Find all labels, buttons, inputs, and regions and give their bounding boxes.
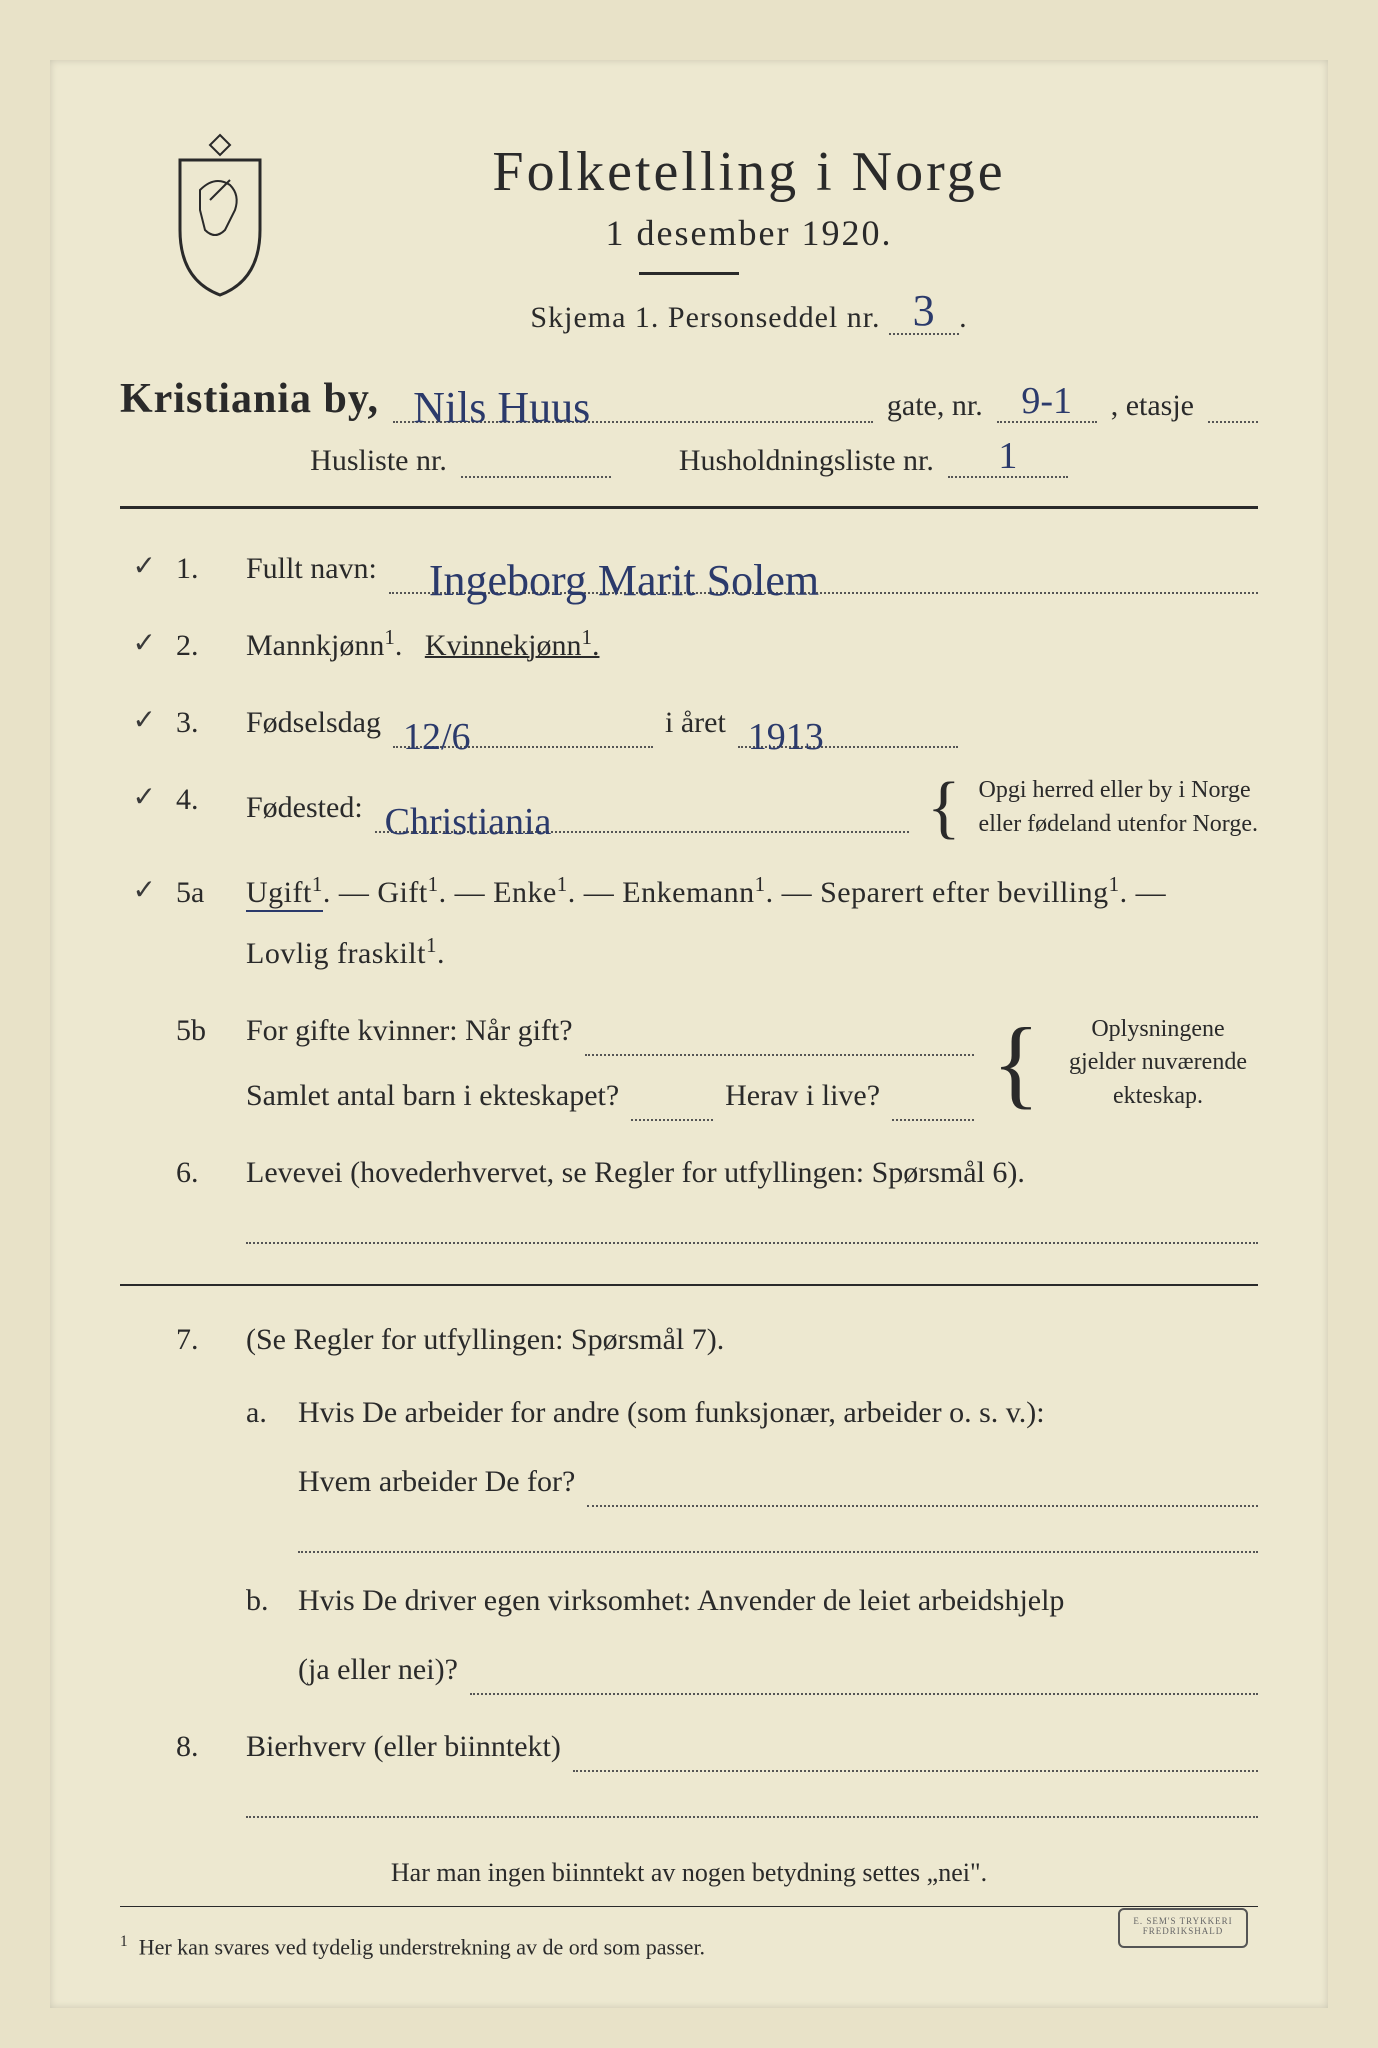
q2-opt-male[interactable]: Mannkjønn1. [246, 629, 402, 662]
check-mark: ✓ [120, 543, 156, 591]
q6-text: Levevei (hovederhvervet, se Regler for u… [246, 1156, 1025, 1189]
divider [120, 506, 1258, 509]
q-number: 1. [176, 543, 226, 594]
form-title: Folketelling i Norge [240, 140, 1258, 204]
street-field[interactable]: Nils Huus [393, 383, 873, 423]
q7-intro: (Se Regler for utfyllingen: Spørsmål 7). [246, 1314, 1258, 1365]
q-number: 4. [176, 774, 226, 825]
opt-separert[interactable]: Separert efter bevilling1 [820, 876, 1120, 909]
etasje-label: , etasje [1111, 389, 1194, 423]
q5b-line2a: Samlet antal barn i ekteskapet? [246, 1070, 619, 1121]
street-value: Nils Huus [413, 390, 590, 425]
hushold-nr: 1 [998, 441, 1017, 471]
q8-label: Bierhverv (eller biinntekt) [246, 1721, 561, 1772]
secondary-occupation-field[interactable] [573, 1736, 1258, 1772]
check-mark: ✓ [120, 774, 156, 822]
birthyear-field[interactable]: 1913 [738, 712, 958, 748]
q7a-text1: Hvis De arbeider for andre (som funksjon… [298, 1387, 1045, 1438]
divider [120, 1906, 1258, 1907]
q7b-text2: (ja eller nei)? [298, 1644, 458, 1695]
brace-icon: { [992, 1018, 1040, 1108]
hired-help-field[interactable] [470, 1659, 1258, 1695]
q1-label: Fullt navn: [246, 543, 377, 594]
husliste-field[interactable] [461, 442, 611, 478]
secondary-occupation-field-2[interactable] [246, 1786, 1258, 1818]
divider [639, 272, 739, 275]
q4-note: Opgi herred eller by i Norge eller fødel… [979, 774, 1258, 841]
q-number: 2. [176, 620, 226, 671]
coat-of-arms-icon [160, 130, 280, 300]
skjema-line: Skjema 1. Personseddel nr. 3 . [240, 293, 1258, 335]
employer-field[interactable] [587, 1471, 1258, 1507]
question-1: ✓ 1. Fullt navn: Ingeborg Marit Solem [120, 543, 1258, 594]
children-total-field[interactable] [631, 1085, 713, 1121]
birthday-value: 12/6 [403, 722, 471, 752]
gate-nr-field[interactable]: 9-1 [997, 386, 1097, 423]
q2-opt-female[interactable]: Kvinnekjønn1. [425, 629, 600, 662]
occupation-field[interactable] [246, 1212, 1258, 1244]
brace-icon: { [927, 776, 961, 839]
question-5a: ✓ 5a Ugift1. — Gift1. — Enke1. — Enkeman… [120, 867, 1258, 979]
opt-ugift[interactable]: Ugift1 [246, 876, 323, 912]
q3-label: Fødselsdag [246, 697, 381, 748]
birthplace-value: Christiania [385, 807, 552, 837]
q7b-text1: Hvis De driver egen virksomhet: Anvender… [298, 1575, 1064, 1626]
question-2: ✓ 2. Mannkjønn1. Kvinnekjønn1. [120, 620, 1258, 671]
footnote: 1 Her kan svares ved tydelig understrekn… [120, 1933, 1258, 1960]
divider [120, 1284, 1258, 1286]
gate-label: gate, nr. [887, 389, 983, 423]
liste-row: Husliste nr. Husholdningsliste nr. 1 [120, 441, 1258, 478]
q7a-label: a. [246, 1387, 286, 1438]
q-number: 7. [176, 1314, 226, 1365]
bottom-note: Har man ingen biinntekt av nogen betydni… [120, 1858, 1258, 1888]
employer-field-2[interactable] [298, 1521, 1258, 1553]
opt-enke[interactable]: Enke1 [493, 876, 568, 909]
printer-stamp: E. SEM'S TRYKKERI FREDRIKSHALD [1118, 1908, 1248, 1948]
location-row: Kristiania by, Nils Huus gate, nr. 9-1 ,… [120, 375, 1258, 423]
skjema-label: Skjema 1. Personseddel nr. [530, 301, 880, 334]
question-3: ✓ 3. Fødselsdag 12/6 i året 1913 [120, 697, 1258, 748]
question-5b: 5b For gifte kvinner: Når gift? Samlet a… [120, 1005, 1258, 1121]
fullname-value: Ingeborg Marit Solem [429, 563, 819, 598]
q3-year-label: i året [665, 697, 726, 748]
q5b-line2b: Herav i live? [725, 1070, 880, 1121]
q5b-line1: For gifte kvinner: Når gift? [246, 1005, 573, 1056]
q7b-label: b. [246, 1575, 286, 1626]
check-mark: ✓ [120, 867, 156, 915]
fullname-field[interactable]: Ingeborg Marit Solem [389, 558, 1258, 594]
check-mark: ✓ [120, 620, 156, 668]
husliste-label: Husliste nr. [310, 444, 447, 478]
q4-label: Fødested: [246, 782, 363, 833]
gate-nr: 9-1 [1021, 386, 1072, 416]
city-label: Kristiania by, [120, 375, 379, 423]
question-7: 7. (Se Regler for utfyllingen: Spørsmål … [120, 1314, 1258, 1695]
check-mark: ✓ [120, 697, 156, 745]
q-number: 6. [176, 1147, 226, 1198]
marriage-year-field[interactable] [585, 1020, 974, 1056]
census-form-page: Folketelling i Norge 1 desember 1920. Sk… [50, 60, 1328, 2008]
birthplace-field[interactable]: Christiania [375, 797, 909, 833]
children-alive-field[interactable] [892, 1085, 974, 1121]
q-number: 3. [176, 697, 226, 748]
opt-enkemann[interactable]: Enkemann1 [622, 876, 765, 909]
hushold-label: Husholdningsliste nr. [679, 444, 934, 478]
opt-fraskilt[interactable]: Lovlig fraskilt1 [246, 937, 437, 970]
question-6: 6. Levevei (hovederhvervet, se Regler fo… [120, 1147, 1258, 1258]
q-number: 8. [176, 1721, 226, 1772]
opt-gift[interactable]: Gift1 [377, 876, 438, 909]
q-number: 5a [176, 867, 226, 918]
q5b-note: Oplysningene gjelder nuværende ekteskap. [1058, 1013, 1258, 1114]
personseddel-nr-field[interactable]: 3 [889, 293, 959, 335]
personseddel-nr: 3 [913, 293, 936, 328]
question-4: ✓ 4. Fødested: Christiania { Opgi herred… [120, 774, 1258, 841]
q-number: 5b [176, 1005, 226, 1056]
birthday-field[interactable]: 12/6 [393, 712, 653, 748]
hushold-field[interactable]: 1 [948, 441, 1068, 478]
q7a-text2: Hvem arbeider De for? [298, 1456, 575, 1507]
birthyear-value: 1913 [748, 722, 824, 752]
etasje-field[interactable] [1208, 421, 1258, 423]
form-header: Folketelling i Norge 1 desember 1920. Sk… [120, 140, 1258, 335]
question-8: 8. Bierhverv (eller biinntekt) [120, 1721, 1258, 1832]
form-date: 1 desember 1920. [240, 212, 1258, 254]
